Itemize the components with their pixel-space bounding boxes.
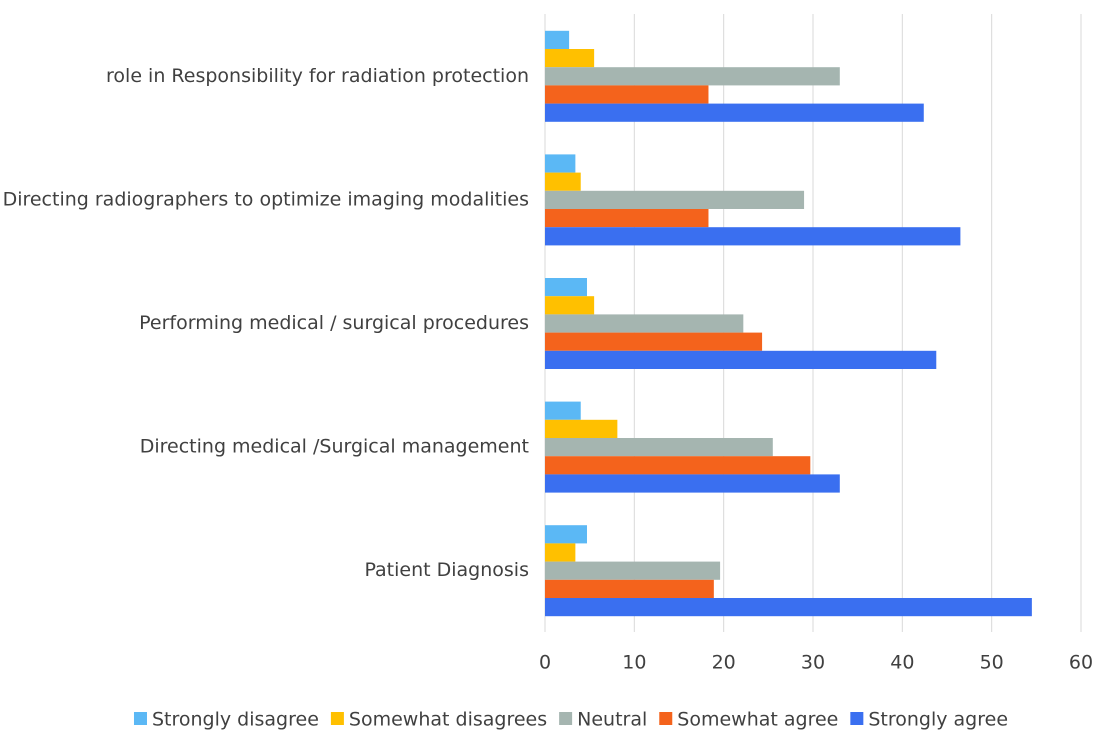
y-tick-label: Directing radiographers to optimize imag… [3,188,529,210]
bar [545,579,714,598]
bar [545,67,840,86]
bar [545,543,576,562]
bar [545,103,924,122]
y-tick-label: Directing medical /Surgical management [140,436,529,458]
x-tick-label: 10 [622,652,646,674]
bar [545,49,595,68]
x-tick-label: 0 [539,652,551,674]
bar [545,456,811,475]
bar [545,419,618,438]
x-tick-label: 30 [801,652,825,674]
bar [545,296,595,315]
bar [545,209,709,228]
legend-label: Somewhat agree [677,709,838,731]
bar [545,278,587,297]
x-tick-label: 60 [1069,652,1093,674]
bar [545,598,1032,617]
bar [545,401,581,420]
legend-swatch [659,712,673,725]
bar [545,172,581,191]
bar [545,561,721,580]
legend-swatch [559,712,573,725]
x-tick-label: 20 [712,652,736,674]
bar [545,350,937,369]
y-tick-label: role in Responsibility for radiation pro… [106,65,529,87]
legend-swatch [133,712,147,725]
bar [545,314,744,333]
bar [545,190,805,209]
bar [545,85,709,104]
x-tick-label: 40 [890,652,914,674]
bar [545,30,570,49]
legend-label: Strongly disagree [152,709,319,731]
x-tick-label: 50 [980,652,1004,674]
bar [545,438,773,457]
y-tick-label: Patient Diagnosis [364,559,529,581]
bar [545,227,961,246]
bar [545,474,840,493]
legend-label: Strongly agree [868,709,1008,731]
legend-swatch [850,712,864,725]
legend-swatch [330,712,344,725]
bar [545,525,587,544]
y-tick-label: Performing medical / surgical procedures [139,312,529,334]
legend-label: Somewhat disagrees [349,709,547,731]
bar [545,154,576,173]
legend-label: Neutral [577,709,647,731]
bar [545,332,763,351]
